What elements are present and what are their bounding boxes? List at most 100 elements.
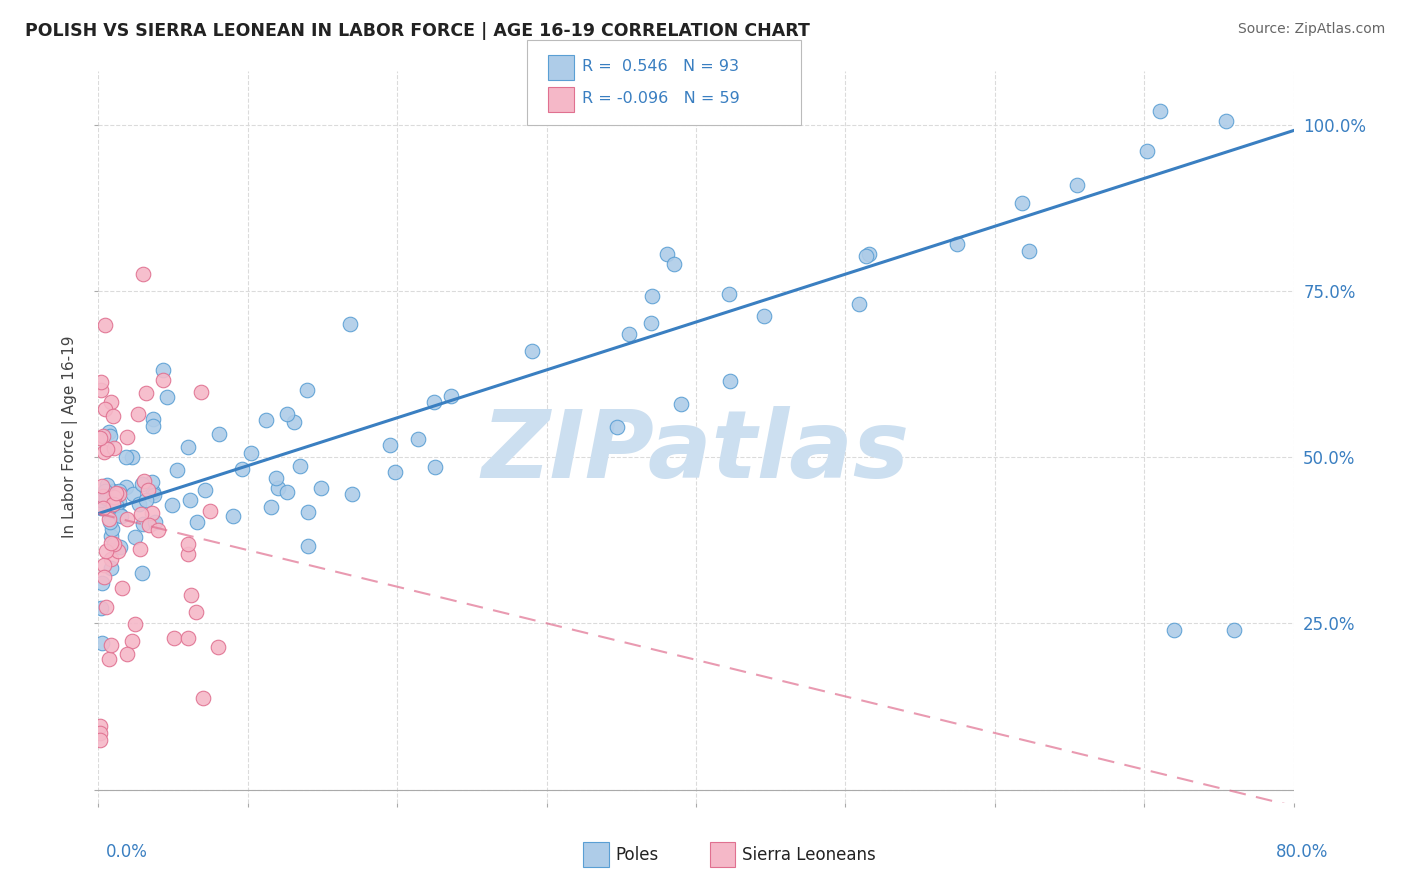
Point xyxy=(141,475,163,489)
Point xyxy=(91,429,114,443)
Point xyxy=(91,489,114,503)
Point xyxy=(101,484,124,499)
Point xyxy=(718,287,741,301)
Point xyxy=(98,515,121,529)
Text: POLISH VS SIERRA LEONEAN IN LABOR FORCE | AGE 16-19 CORRELATION CHART: POLISH VS SIERRA LEONEAN IN LABOR FORCE … xyxy=(25,22,810,40)
Point xyxy=(339,317,361,331)
Point xyxy=(135,386,157,401)
Point xyxy=(297,505,319,519)
Point xyxy=(111,581,134,595)
Point xyxy=(100,429,122,443)
Point xyxy=(103,490,125,504)
Point xyxy=(657,247,679,261)
Point xyxy=(103,537,125,551)
Point xyxy=(640,317,662,331)
Point xyxy=(142,484,165,499)
Point xyxy=(180,588,202,602)
Text: Poles: Poles xyxy=(616,846,659,863)
Point xyxy=(108,508,131,522)
Point xyxy=(93,445,115,459)
Point xyxy=(94,600,117,615)
Point xyxy=(146,523,169,537)
Point xyxy=(103,497,125,511)
Point xyxy=(207,640,229,654)
Point xyxy=(93,484,115,499)
Point xyxy=(96,491,118,506)
Point xyxy=(378,438,401,452)
Point xyxy=(91,636,114,650)
Point xyxy=(1223,623,1246,637)
Text: 80.0%: 80.0% xyxy=(1277,843,1329,861)
Point xyxy=(276,485,298,500)
Point xyxy=(129,507,152,521)
Point xyxy=(311,481,333,495)
Point xyxy=(152,363,174,377)
Point xyxy=(186,605,208,619)
Point xyxy=(606,420,628,434)
Point xyxy=(100,522,122,536)
Point xyxy=(124,617,146,632)
Point xyxy=(425,460,447,475)
Point xyxy=(97,651,120,665)
Point xyxy=(848,297,870,311)
Point xyxy=(100,638,122,652)
Point xyxy=(131,477,153,491)
Point xyxy=(138,517,160,532)
Point xyxy=(222,508,245,523)
Point xyxy=(108,487,131,501)
Point xyxy=(1066,178,1088,193)
Text: Sierra Leoneans: Sierra Leoneans xyxy=(742,846,876,863)
Point xyxy=(1149,104,1171,119)
Text: R =  0.546   N = 93: R = 0.546 N = 93 xyxy=(582,60,740,74)
Point xyxy=(100,561,122,575)
Point xyxy=(128,541,150,556)
Point xyxy=(267,481,290,495)
Point xyxy=(254,413,277,427)
Point xyxy=(142,412,165,426)
Point xyxy=(264,470,287,484)
Point xyxy=(97,425,120,440)
Point xyxy=(97,512,120,526)
Point xyxy=(136,483,159,498)
Point xyxy=(90,375,112,389)
Point xyxy=(115,430,138,444)
Point xyxy=(207,427,229,442)
Point xyxy=(94,543,117,558)
Point xyxy=(128,497,150,511)
Point xyxy=(101,409,124,423)
Point xyxy=(340,487,363,501)
Point xyxy=(114,450,136,464)
Point xyxy=(89,732,111,747)
Point xyxy=(93,501,115,516)
Point xyxy=(115,479,138,493)
Point xyxy=(855,249,877,263)
Text: R = -0.096   N = 59: R = -0.096 N = 59 xyxy=(582,91,740,105)
Point xyxy=(96,442,118,457)
Point xyxy=(103,441,125,455)
Point xyxy=(198,504,221,518)
Point xyxy=(297,539,319,553)
Point xyxy=(127,408,149,422)
Point xyxy=(143,515,166,529)
Point xyxy=(288,459,311,474)
Point xyxy=(122,487,145,501)
Point xyxy=(121,450,143,464)
Point xyxy=(283,415,305,429)
Point xyxy=(1163,623,1185,637)
Point xyxy=(662,257,685,271)
Point xyxy=(640,289,662,303)
Point xyxy=(752,310,775,324)
Point xyxy=(858,247,880,261)
Point xyxy=(124,530,146,544)
Point xyxy=(152,373,174,387)
Point xyxy=(132,267,155,281)
Point xyxy=(156,391,179,405)
Point xyxy=(1011,195,1033,210)
Point xyxy=(110,508,132,523)
Point xyxy=(115,511,138,525)
Point xyxy=(177,537,200,551)
Point xyxy=(132,517,155,532)
Point xyxy=(1018,244,1040,258)
Point xyxy=(142,419,165,434)
Point xyxy=(191,691,214,706)
